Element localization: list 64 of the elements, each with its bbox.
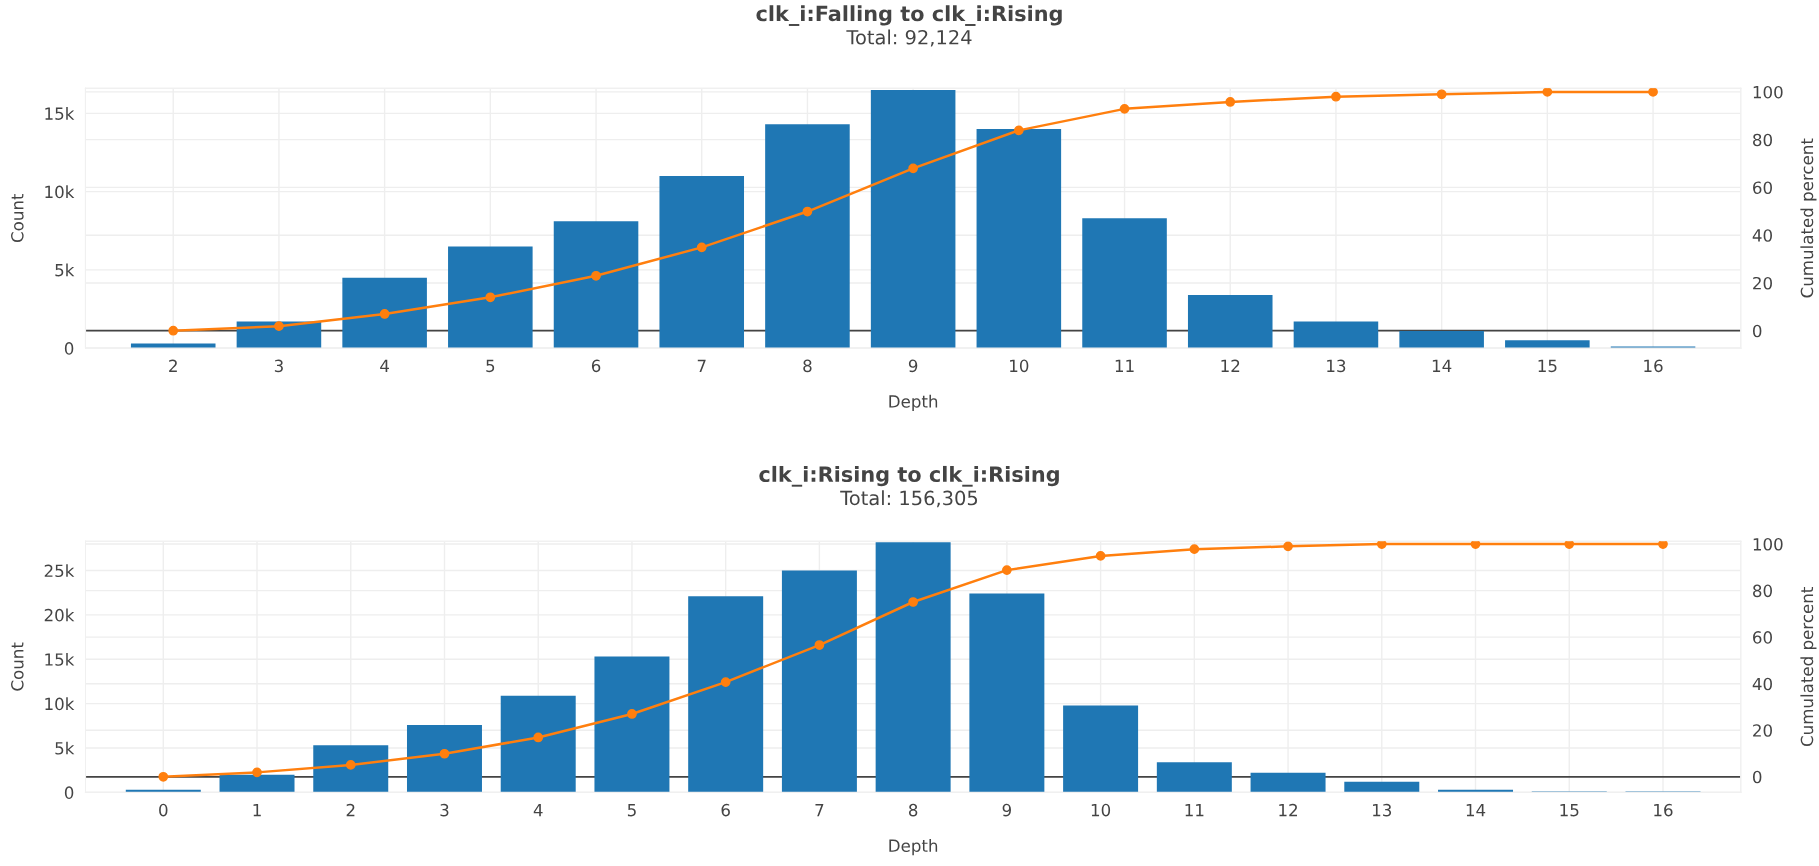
y2-axis-title: Cumulated percent [1800,138,1817,298]
y-tick-label: 5k [55,263,75,277]
y2-tick-label: 60 [1753,181,1772,194]
x-tick-label: 15 [1538,359,1557,373]
y-tick-label: 15k [45,107,75,120]
x-tick-label: 2 [169,359,177,372]
x-tick-label: 11 [1115,359,1134,372]
x-tick-label: 16 [1644,359,1663,373]
x-tick-label: 3 [440,803,449,817]
y-axis-title: Count [11,193,24,243]
x-tick-label: 15 [1560,804,1579,817]
y2-tick-label: 100 [1753,538,1783,551]
x-tick-label: 7 [815,804,824,817]
y2-tick-label: 20 [1753,724,1772,737]
x-tick-label: 3 [274,359,283,373]
y2-tick-label: 0 [1752,770,1762,784]
y2-tick-label: 60 [1753,631,1772,644]
x-tick-label: 8 [908,803,918,817]
y-tick-label: 10k [45,185,75,199]
x-tick-label: 16 [1654,803,1673,817]
x-tick-label: 0 [159,803,168,817]
y2-tick-label: 80 [1753,584,1772,598]
x-tick-label: 2 [346,803,355,817]
y-tick-label: 25k [44,564,75,578]
y2-tick-label: 20 [1753,276,1772,290]
y2-tick-label: 100 [1753,85,1783,99]
x-tick-label: 13 [1373,803,1392,817]
x-tick-label: 12 [1221,359,1240,372]
y-tick-label: 20k [44,608,75,622]
y2-tick-label: 80 [1753,133,1772,147]
chart-subtitle: Total: 156,305 [840,490,978,508]
x-tick-label: 11 [1185,804,1204,817]
y2-tick-label: 40 [1752,677,1772,691]
x-tick-label: 5 [486,359,495,373]
y2-tick-label: 0 [1752,324,1762,338]
x-tick-label: 7 [697,359,706,372]
y-tick-label: 15k [45,652,75,666]
x-tick-label: 10 [1091,803,1111,817]
x-tick-label: 6 [721,803,730,817]
chart-subtitle: Total: 92,124 [846,29,972,47]
x-tick-label: 14 [1432,359,1452,372]
x-tick-label: 6 [591,359,601,373]
x-tick-label: 9 [908,359,918,373]
x-tick-label: 4 [533,804,543,817]
y-tick-label: 5k [55,741,75,755]
y2-axis-title: Cumulated percent [1800,587,1817,747]
x-tick-label: 12 [1279,803,1297,817]
x-tick-label: 1 [253,804,261,817]
y-tick-label: 0 [64,786,74,799]
x-axis-title: Depth [889,839,938,856]
y2-tick-label: 40 [1752,229,1772,242]
x-tick-label: 14 [1466,804,1486,817]
y-tick-label: 10k [45,697,75,711]
x-tick-label: 13 [1327,359,1346,373]
x-tick-label: 5 [627,804,636,817]
chart-title: clk_i:Rising to clk_i:Rising [759,465,1059,487]
x-tick-label: 9 [1002,803,1011,817]
x-tick-label: 10 [1010,359,1029,373]
y-axis-title: Count [11,642,24,691]
x-axis-title: Depth [889,394,938,411]
x-tick-label: 8 [803,359,812,373]
y-tick-label: 0 [64,342,74,355]
x-tick-label: 4 [380,359,389,372]
chart-title: clk_i:Falling to clk_i:Rising [756,5,1062,26]
